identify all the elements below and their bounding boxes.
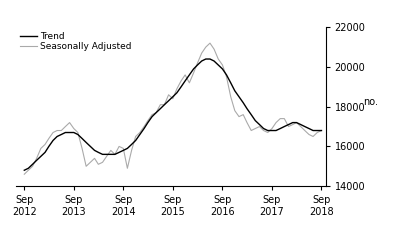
Line: Seasonally Adjusted: Seasonally Adjusted (24, 43, 322, 174)
Legend: Trend, Seasonally Adjusted: Trend, Seasonally Adjusted (20, 32, 132, 51)
Y-axis label: no.: no. (364, 97, 378, 107)
Line: Trend: Trend (24, 59, 322, 170)
